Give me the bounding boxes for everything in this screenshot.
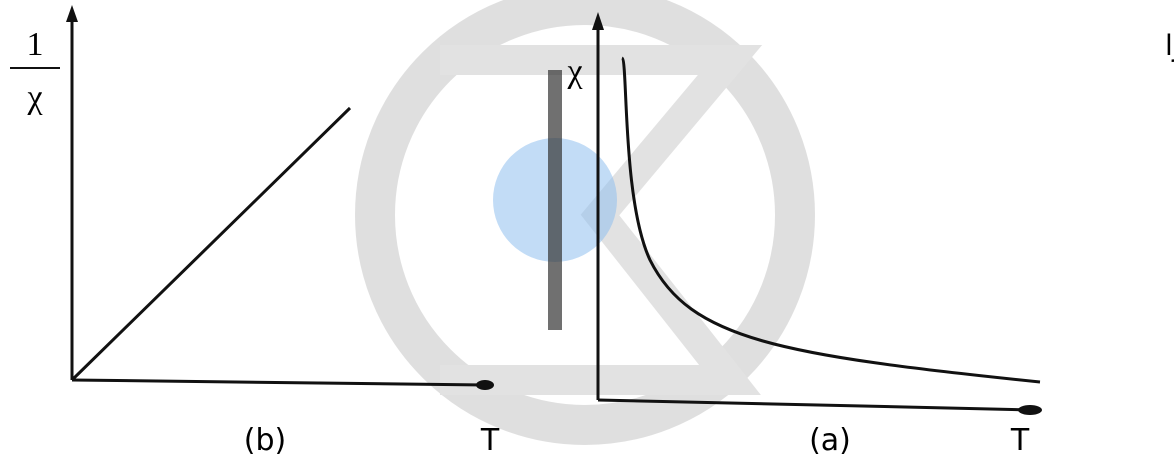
figure: 1 χ T (b) χ T (a) البارا: [0, 0, 1174, 463]
side-text: البارا: [1165, 29, 1174, 62]
y-label-denominator: χ: [26, 79, 42, 116]
caption: (b): [244, 423, 286, 458]
arrow: [66, 5, 78, 22]
y-label: χ: [566, 53, 582, 90]
curve: [72, 108, 350, 380]
x-label: T: [480, 423, 500, 458]
arrow: [1018, 405, 1042, 415]
y-label-numerator: 1: [27, 26, 44, 63]
x-label: T: [1010, 423, 1030, 458]
x-axis: [72, 380, 485, 385]
watermark-pen: [548, 70, 562, 330]
caption: (a): [809, 423, 851, 458]
arrow: [476, 380, 494, 390]
